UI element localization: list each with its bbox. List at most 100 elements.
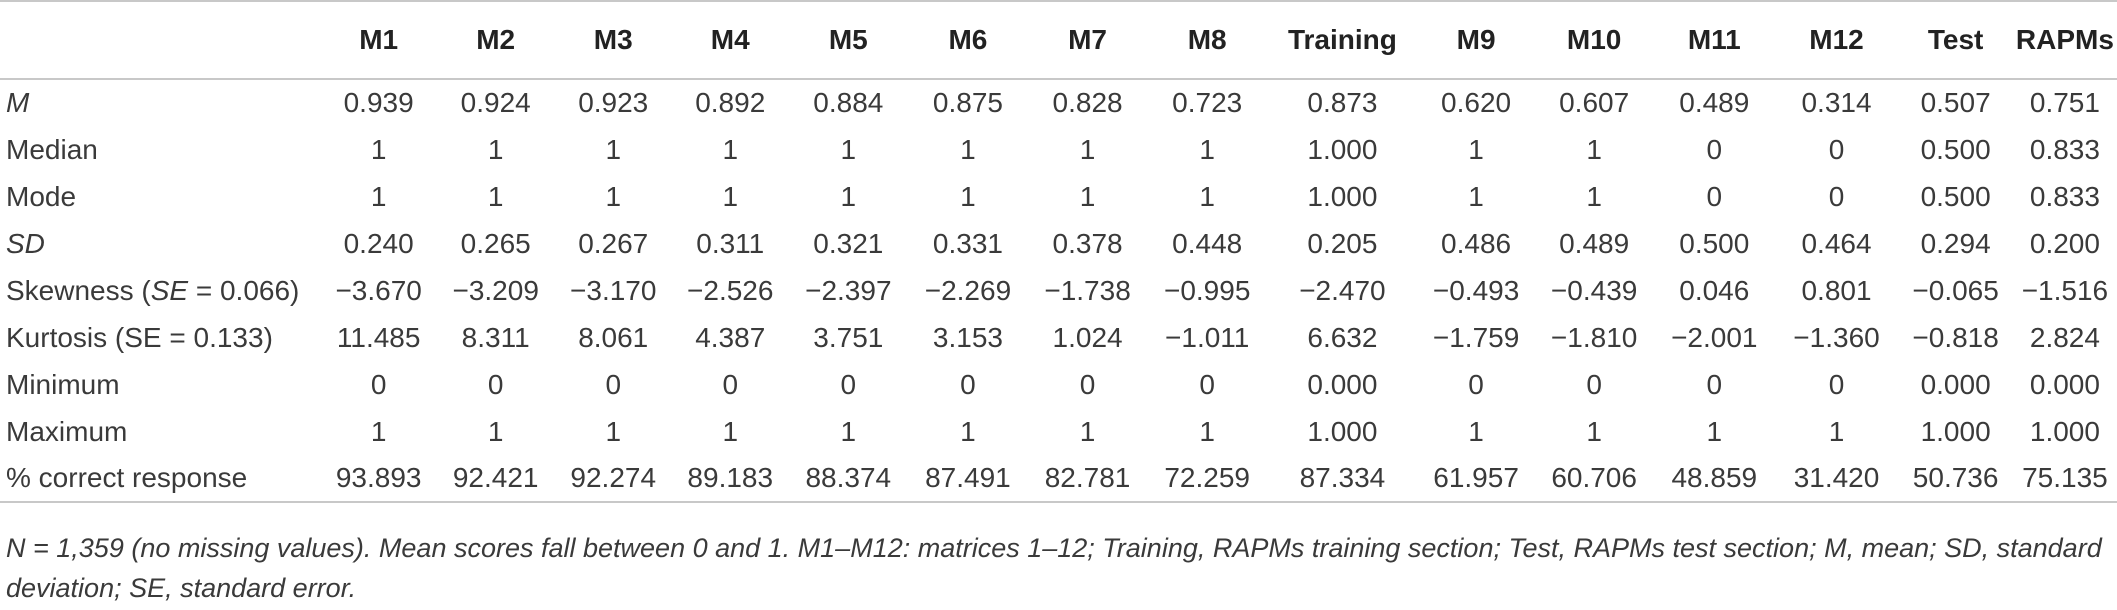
table-row: Maximum 1 1 1 1 1 1 1 1 1.000 1 1 1 1 1.… (0, 408, 2117, 455)
table-cell: −1.360 (1793, 321, 1880, 353)
column-header: M1 (320, 0, 437, 80)
table-cell: 0 (1199, 368, 1215, 400)
table-cell: −2.397 (805, 274, 892, 306)
table-cell: 0.000 (1920, 368, 1991, 400)
table-cell: 0.046 (1679, 274, 1750, 306)
table-cell: −2.470 (1299, 274, 1386, 306)
table-cell: 0.448 (1172, 227, 1243, 259)
column-header: M12 (1774, 0, 1899, 80)
row-label: Median (6, 133, 98, 165)
table-cell: 0.723 (1172, 87, 1243, 118)
table-cell: 0.200 (2029, 227, 2100, 259)
table-cell: 11.485 (336, 321, 421, 353)
table-cell: 1 (1199, 180, 1215, 212)
table-cell: 0 (1468, 368, 1484, 400)
table-cell: −2.526 (687, 274, 774, 306)
column-header: M7 (1027, 0, 1148, 80)
table-cell: 0 (487, 368, 504, 400)
table-cell: 0 (840, 368, 857, 400)
table-cell: 1 (605, 180, 622, 212)
column-header: M5 (788, 0, 909, 80)
table-cell: 48.859 (1653, 455, 1775, 503)
row-label: % correct response (0, 455, 321, 503)
table-cell: 0.294 (1920, 227, 1991, 259)
table-cell: 1 (605, 133, 622, 165)
table-cell: 1 (1199, 133, 1215, 165)
table-cell: 0.489 (1679, 87, 1750, 118)
table-cell: 0.000 (2029, 368, 2100, 400)
table-row: Minimum 0 0 0 0 0 0 0 0 0.000 0 0 0 0 0.… (0, 361, 2117, 408)
table-cell: 0.923 (578, 87, 649, 118)
table-cell: 0.265 (460, 227, 531, 259)
table-cell: 1 (370, 415, 387, 447)
table-cell: 0.311 (696, 227, 765, 259)
row-label: Mode (6, 180, 77, 212)
table-cell: 1 (1079, 180, 1096, 212)
table-cell: 1 (1468, 415, 1484, 447)
table-cell: 0.884 (813, 87, 884, 118)
table-cell: 0.489 (1559, 227, 1630, 259)
table-cell: 8.311 (461, 321, 530, 353)
table-cell: 1 (1586, 180, 1602, 212)
table-cell: 1 (370, 180, 387, 212)
table-cell: 88.374 (788, 455, 909, 503)
table-cell: 93.893 (320, 455, 437, 503)
table-footnote: N = 1,359 (no missing values). Mean scor… (6, 533, 2102, 603)
table-cell: 75.135 (2012, 455, 2117, 503)
table-cell: 0.828 (1052, 87, 1123, 118)
descriptive-statistics-table: M1 M2 M3 M4 M5 M6 M7 M8 Training M9 M10 … (0, 0, 2117, 503)
column-header: Training (1267, 0, 1418, 80)
table-cell: −1.759 (1432, 321, 1520, 353)
table-cell: 0.607 (1559, 87, 1630, 118)
table-cell: −0.818 (1912, 321, 1999, 353)
table-cell: 0.464 (1801, 227, 1872, 259)
table-cell: 92.274 (554, 455, 672, 503)
table-cell: 1.000 (1307, 133, 1378, 165)
table-cell: 0.205 (1307, 227, 1378, 259)
table-row: % correct response 93.893 92.421 92.274 … (0, 455, 2117, 503)
table-cell: −0.995 (1163, 274, 1251, 306)
row-label: SD (6, 227, 45, 259)
table-cell: −1.738 (1044, 274, 1131, 306)
row-label: Minimum (6, 368, 120, 400)
table-cell: −3.170 (570, 274, 657, 306)
table-cell: 0.486 (1441, 227, 1512, 259)
table-cell: 0 (960, 368, 976, 400)
table-cell: 0 (722, 368, 739, 400)
table-cell: 82.781 (1027, 455, 1148, 503)
column-header: RAPMs (2012, 0, 2117, 80)
table-cell: 0.500 (1679, 227, 1750, 259)
table-cell: 8.061 (578, 321, 649, 353)
table-cell: 50.736 (1898, 455, 2013, 503)
table-cell: 1 (487, 133, 504, 165)
column-header: M8 (1147, 0, 1267, 80)
table-cell: 1.000 (1920, 415, 1991, 447)
table-row: Mode 1 1 1 1 1 1 1 1 1.000 1 1 0 0 0.500… (0, 173, 2117, 220)
table-cell: 0.321 (813, 227, 884, 259)
table-cell: 1 (960, 133, 976, 165)
column-header: M2 (436, 0, 555, 80)
table-cell: 0.924 (460, 87, 531, 118)
table-cell: 0 (1706, 133, 1723, 165)
table-row: Skewness (SE = 0.066) −3.670 −3.209 −3.1… (0, 267, 2117, 314)
table-cell: 0.751 (2029, 87, 2100, 118)
row-label: Skewness (SE = 0.066) (0, 267, 320, 314)
table-cell: 0.240 (343, 227, 414, 259)
table-cell: 87.334 (1267, 455, 1418, 503)
table-cell: −0.065 (1912, 274, 1999, 306)
table-cell: 6.632 (1307, 321, 1378, 353)
table-cell: 1 (960, 180, 976, 212)
column-header: M10 (1534, 0, 1654, 80)
table-cell: 87.491 (908, 455, 1028, 503)
table-cell: 92.421 (436, 455, 555, 503)
table-cell: 1.024 (1052, 321, 1123, 353)
row-label-text: = 0.066) (188, 274, 300, 306)
table-cell: 1 (1468, 133, 1484, 165)
table-cell: 0 (1706, 180, 1723, 212)
table-cell: 1 (370, 133, 387, 165)
table-cell: 0.833 (2029, 133, 2100, 165)
table-cell: 89.183 (672, 455, 789, 503)
table-cell: 0 (1828, 368, 1845, 400)
table-cell: 4.387 (695, 321, 766, 353)
table-cell: 0.892 (695, 87, 766, 118)
